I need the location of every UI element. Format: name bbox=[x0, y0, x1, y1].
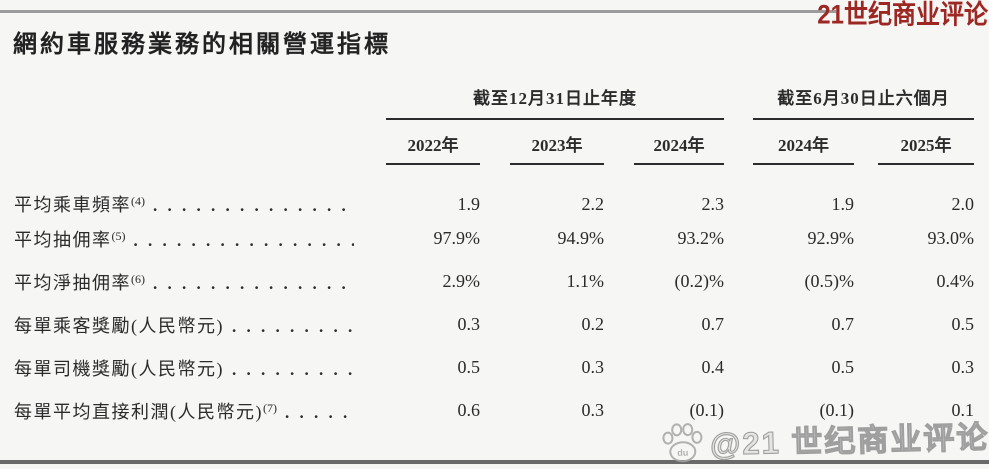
year-header-2023: 2023年 bbox=[510, 120, 604, 165]
footnote-ref: (6) bbox=[131, 271, 145, 286]
column-group-annual: 截至12月31日止年度 bbox=[386, 82, 725, 120]
cell-value: 93.0% bbox=[927, 228, 975, 248]
cell-value: 0.5 bbox=[457, 357, 481, 377]
dot-leader bbox=[232, 359, 354, 380]
year-header-2024: 2024年 bbox=[634, 120, 725, 165]
cell-value: 2.0 bbox=[951, 193, 975, 214]
dot-leader bbox=[153, 273, 354, 294]
table-row-passenger-incentive-per-order: 每單乘客獎勵(人民幣元) 0.3 0.2 0.7 0.7 0.5 bbox=[14, 303, 974, 346]
cell-value: 97.9% bbox=[433, 228, 481, 248]
cell-value: 1.9 bbox=[457, 193, 481, 214]
cell-value: 0.3 bbox=[581, 400, 605, 420]
cell-value: 0.1 bbox=[951, 400, 975, 420]
cell-value: (0.2)% bbox=[674, 271, 725, 291]
table-row-driver-incentive-per-order: 每單司機獎勵(人民幣元) 0.5 0.3 0.4 0.5 0.3 bbox=[14, 346, 974, 389]
dot-leader bbox=[153, 195, 354, 216]
metrics-table: 截至12月31日止年度 截至6月30日止六個月 2022年 2023年 2024… bbox=[14, 82, 975, 432]
cell-value: 2.2 bbox=[581, 193, 605, 214]
column-group-interim: 截至6月30日止六個月 bbox=[753, 82, 975, 120]
cell-value: 0.3 bbox=[581, 357, 605, 377]
top-divider bbox=[0, 10, 836, 13]
cell-value: 1.9 bbox=[831, 193, 855, 214]
dot-leader bbox=[232, 316, 354, 337]
cell-value: (0.1) bbox=[819, 400, 855, 420]
cell-value: 0.7 bbox=[701, 314, 725, 334]
row-label: 每單乘客獎勵(人民幣元) bbox=[14, 315, 224, 336]
row-label: 平均抽佣率 bbox=[14, 229, 112, 250]
dot-leader bbox=[285, 402, 354, 423]
cell-value: 0.3 bbox=[457, 314, 481, 334]
cell-value: 0.4 bbox=[701, 357, 725, 377]
column-group-row: 截至12月31日止年度 截至6月30日止六個月 bbox=[14, 82, 975, 120]
cell-value: 0.6 bbox=[457, 400, 481, 420]
cell-value: 0.7 bbox=[831, 314, 855, 334]
cell-value: 92.9% bbox=[807, 228, 855, 248]
cell-value: 2.3 bbox=[701, 193, 725, 214]
brand-logo: 21世纪商业评论 bbox=[817, 0, 988, 31]
cell-value: 94.9% bbox=[557, 228, 605, 248]
row-label: 每單司機獎勵(人民幣元) bbox=[14, 358, 224, 379]
page-title: 網約車服務業務的相關營運指標 bbox=[13, 32, 391, 58]
cell-value: 0.5 bbox=[831, 357, 855, 377]
footnote-ref: (7) bbox=[263, 400, 277, 415]
footnote-ref: (5) bbox=[111, 228, 126, 243]
row-label: 平均淨抽佣率 bbox=[14, 272, 131, 293]
cell-value: 0.5 bbox=[951, 314, 975, 334]
cell-value: 0.4% bbox=[936, 271, 975, 291]
table-row-avg-net-commission-rate: 平均淨抽佣率(6) 2.9% 1.1% (0.2)% (0.5)% 0.4% bbox=[14, 260, 974, 303]
cell-value: 93.2% bbox=[677, 228, 725, 248]
year-header-2024-interim: 2024年 bbox=[753, 120, 855, 165]
table-row-avg-commission-rate: 平均抽佣率(5) 97.9% 94.9% 93.2% 92.9% 93.0% bbox=[14, 217, 974, 260]
cell-value: 0.3 bbox=[951, 357, 975, 377]
year-header-row: 2022年 2023年 2024年 2024年 2025年 bbox=[14, 120, 975, 165]
cell-value: (0.1) bbox=[689, 400, 725, 420]
year-header-2022: 2022年 bbox=[386, 120, 480, 165]
cell-value: 1.1% bbox=[566, 271, 605, 291]
cell-value: (0.5)% bbox=[804, 271, 855, 291]
paw-label: du bbox=[677, 447, 688, 457]
cell-value: 2.9% bbox=[442, 271, 481, 291]
row-label: 每單平均直接利潤(人民幣元) bbox=[14, 401, 263, 422]
row-label: 平均乘車頻率 bbox=[14, 195, 131, 215]
table-row-avg-direct-profit-per-order: 每單平均直接利潤(人民幣元)(7) 0.6 0.3 (0.1) (0.1) 0.… bbox=[14, 389, 974, 432]
bottom-divider bbox=[0, 460, 989, 464]
table-row-avg-ride-frequency: 平均乘車頻率(4) 1.9 2.2 2.3 1.9 2.0 bbox=[14, 165, 974, 217]
dot-leader bbox=[134, 230, 355, 251]
footnote-ref: (4) bbox=[131, 194, 145, 208]
year-header-2025-interim: 2025年 bbox=[878, 120, 975, 165]
cell-value: 0.2 bbox=[581, 314, 605, 334]
